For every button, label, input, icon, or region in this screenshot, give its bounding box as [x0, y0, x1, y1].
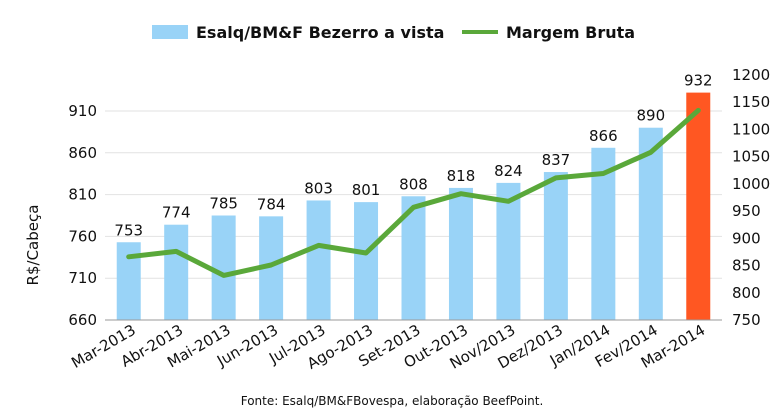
- bar-value-label: 866: [589, 127, 618, 145]
- margem-bruta-point: [459, 192, 463, 196]
- bar-value-label: 818: [447, 167, 476, 185]
- bar-value-label: 803: [304, 179, 333, 197]
- y-left-tick-label: 910: [68, 102, 97, 120]
- data-labels: 753 774 785 784 803 801 808 818 824 837 866 890 932: [114, 72, 712, 240]
- margem-bruta-point: [506, 199, 510, 203]
- margem-bruta-point: [649, 150, 653, 154]
- bar-Dez/2013: [543, 172, 568, 320]
- bar-Nov/2013: [496, 182, 521, 320]
- y-right-tick-label: 900: [732, 229, 761, 247]
- y-right-tick-label: 1000: [732, 175, 770, 193]
- y-right-tick-label: 950: [732, 202, 761, 220]
- y-axis-right-ticks: 750 800 850 900 950 1000 1050 1100 1150 1200: [732, 66, 770, 329]
- source-note: Fonte: Esalq/BM&FBovespa, elaboração Bee…: [241, 394, 544, 408]
- margin-line: [126, 107, 701, 278]
- bar-value-label: 784: [257, 195, 286, 213]
- y-right-tick-label: 800: [732, 284, 761, 302]
- legend: Esalq/BM&F Bezerro a vista Margem Bruta: [152, 23, 635, 42]
- bar-Abr-2013: [164, 224, 189, 320]
- y-right-tick-label: 750: [732, 311, 761, 329]
- margem-bruta-point: [222, 273, 226, 277]
- bar-Out-2013: [448, 187, 473, 320]
- bar-value-label: 932: [684, 72, 713, 90]
- bar-value-label: 808: [399, 175, 428, 193]
- margem-bruta-point: [412, 205, 415, 209]
- margem-bruta-point: [174, 249, 178, 253]
- y-left-tick-label: 860: [68, 144, 97, 162]
- y-right-tick-label: 850: [732, 257, 761, 275]
- bars: [116, 92, 711, 320]
- margem-bruta-point: [364, 251, 368, 255]
- margem-bruta-point: [696, 108, 700, 112]
- bar-value-label: 774: [162, 204, 191, 222]
- margem-bruta-point: [601, 172, 605, 176]
- bar-Jul-2013: [306, 200, 331, 320]
- y-right-tick-label: 1100: [732, 120, 770, 138]
- y-left-tick-label: 710: [68, 269, 97, 287]
- x-axis-ticks: Mar-2013Abr-2013Mai-2013Jun-2013Jul-2013…: [68, 321, 708, 373]
- margem-bruta-point: [269, 263, 273, 267]
- bar-value-label: 801: [352, 181, 381, 199]
- margem-bruta-point: [317, 243, 321, 247]
- legend-label-bezerro: Esalq/BM&F Bezerro a vista: [196, 23, 444, 42]
- y-axis-left-ticks: 660 710 760 810 860 910: [68, 102, 97, 329]
- legend-swatch-bezerro: [152, 25, 188, 39]
- bar-Mar-2014: [686, 92, 711, 320]
- y-right-tick-label: 1050: [732, 148, 770, 166]
- y-left-tick-label: 810: [68, 186, 97, 204]
- bar-value-label: 890: [636, 107, 665, 125]
- y-left-tick-label: 660: [68, 311, 97, 329]
- bar-Ago-2013: [354, 202, 379, 320]
- legend-label-margem: Margem Bruta: [506, 23, 635, 42]
- y-left-tick-label: 760: [68, 227, 97, 245]
- margem-bruta-point: [554, 176, 558, 180]
- y-axis-label: R$/Cabeça: [24, 205, 42, 286]
- bar-value-label: 824: [494, 162, 523, 180]
- margem-bruta-point: [127, 255, 131, 259]
- bar-value-label: 785: [209, 195, 238, 213]
- bar-Fev/2014: [638, 127, 663, 320]
- bar-Mai-2013: [211, 215, 236, 320]
- bar-value-label: 837: [542, 151, 571, 169]
- y-right-tick-label: 1150: [732, 93, 770, 111]
- bar-value-label: 753: [114, 221, 143, 239]
- y-right-tick-label: 1200: [732, 66, 770, 84]
